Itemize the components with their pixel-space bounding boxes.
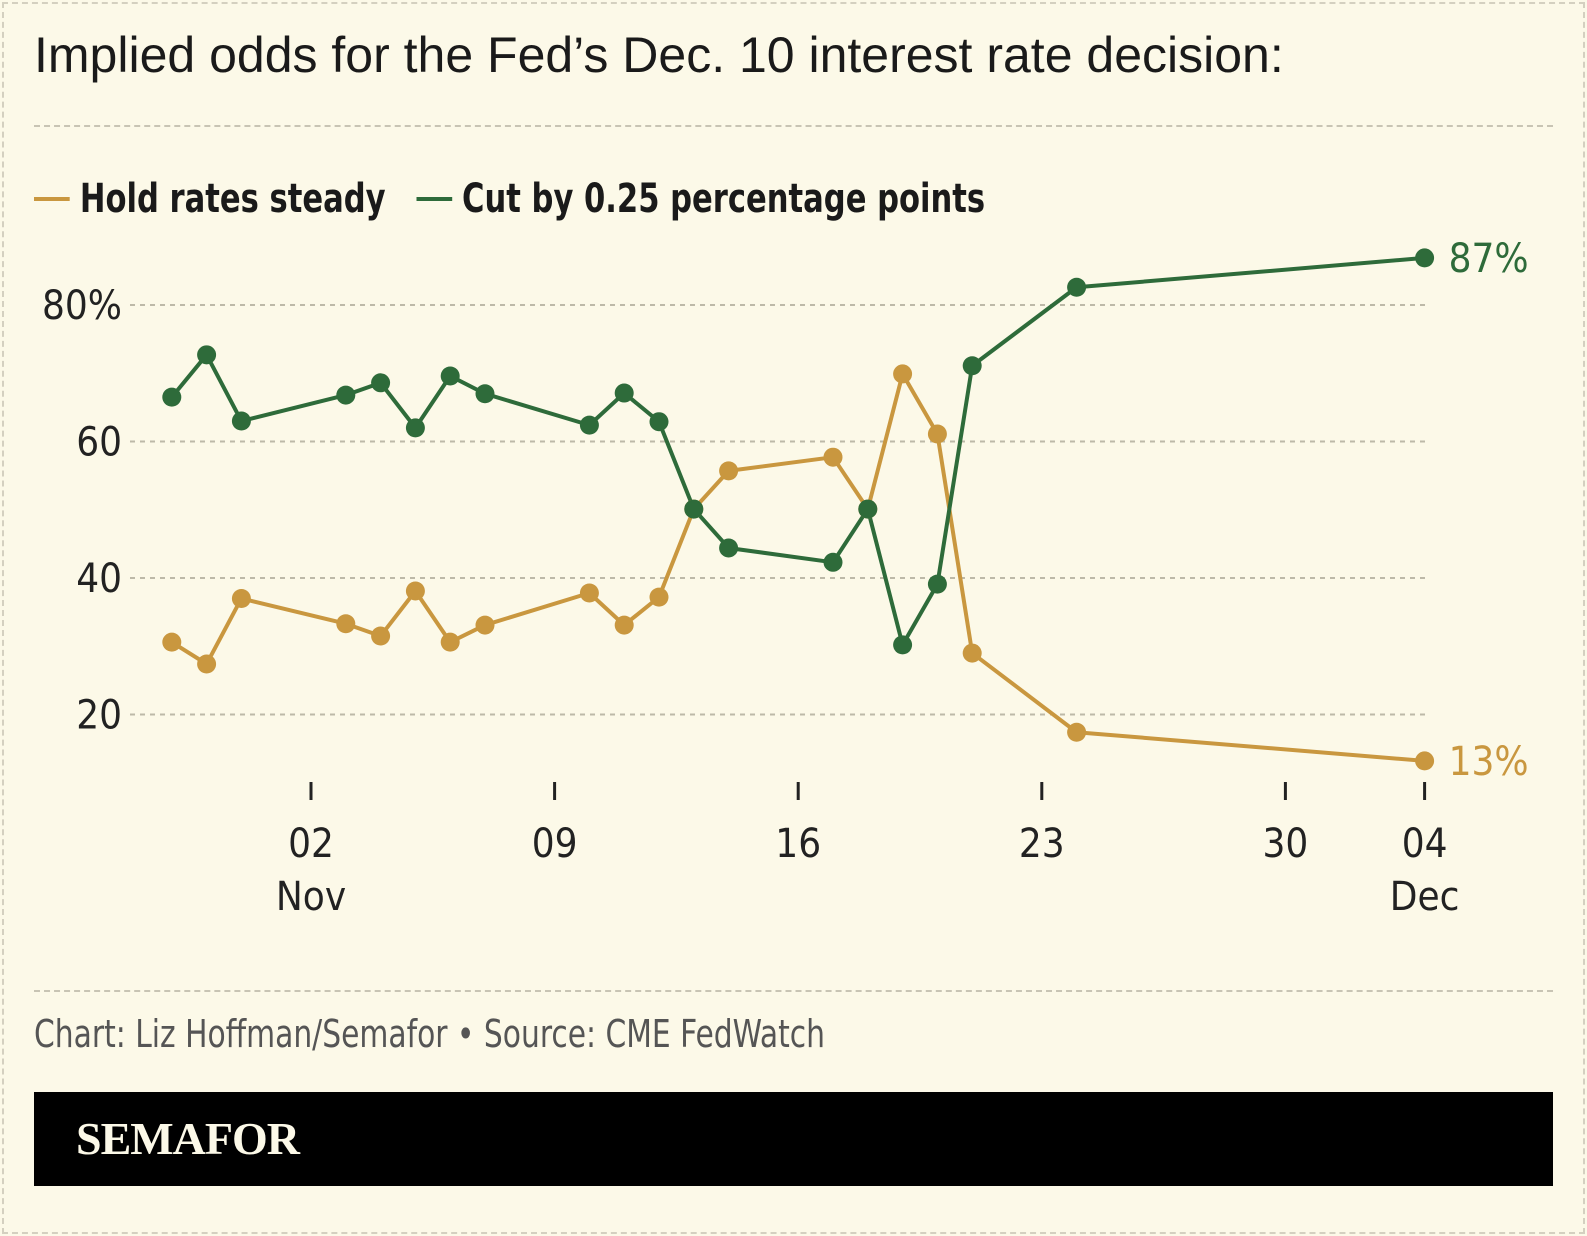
y-tick-label: 40 (76, 556, 122, 602)
data-point (197, 345, 217, 365)
data-point (579, 415, 599, 435)
divider (34, 125, 1553, 127)
data-point (719, 538, 739, 558)
data-point (371, 373, 391, 393)
data-point (579, 583, 599, 603)
data-point (614, 615, 634, 635)
data-point (197, 654, 217, 674)
series-line-0 (170, 371, 1425, 763)
legend-item-hold: Hold rates steady (34, 176, 386, 222)
x-tick-label: 30 (1263, 821, 1309, 867)
data-point (1067, 722, 1087, 742)
data-point (962, 643, 982, 663)
legend: Hold rates steady Cut by 0.25 percentage… (34, 176, 1016, 222)
legend-label-hold: Hold rates steady (79, 176, 386, 222)
data-point (1415, 751, 1435, 771)
legend-swatch-cut (416, 197, 452, 201)
data-point (719, 461, 739, 481)
data-point (162, 632, 182, 652)
data-point (962, 356, 982, 376)
divider (34, 990, 1553, 992)
data-point (371, 626, 391, 646)
data-point (405, 418, 425, 438)
data-point (231, 411, 251, 431)
data-point (649, 412, 669, 432)
data-point (336, 385, 356, 405)
x-tick-label: 23 (1019, 821, 1065, 867)
legend-label-cut: Cut by 0.25 percentage points (462, 176, 986, 222)
y-tick-label: 60 (76, 420, 122, 466)
data-point (162, 387, 182, 407)
data-point (440, 632, 460, 652)
line-chart: 20 40 60 80% 02 Nov 09 16 23 30 04 Dec 13% 87% (42, 236, 1529, 920)
x-tick-label: 04 (1402, 821, 1448, 867)
data-point (927, 574, 947, 594)
data-point (927, 424, 947, 444)
data-point (649, 587, 669, 607)
data-point (823, 447, 843, 467)
footer-bar: SEMAFOR (34, 1092, 1553, 1186)
data-point (336, 614, 356, 634)
credit-line: Chart: Liz Hoffman/Semafor • Source: CME… (34, 1012, 826, 1056)
x-tick-sublabel: Nov (276, 874, 346, 920)
data-point (614, 383, 634, 403)
data-point (475, 384, 495, 404)
data-point (893, 635, 913, 655)
data-point (858, 499, 878, 519)
data-point (440, 366, 460, 386)
x-tick-label: 09 (532, 821, 578, 867)
data-point (1067, 277, 1087, 297)
data-point (475, 615, 495, 635)
x-tick-label: 16 (775, 821, 821, 867)
series-line-1 (170, 255, 1425, 647)
y-tick-label: 20 (76, 693, 122, 739)
data-point (893, 364, 913, 384)
end-label: 87% (1449, 236, 1529, 282)
data-point (1415, 248, 1435, 268)
x-tick-sublabel: Dec (1390, 874, 1460, 920)
legend-item-cut: Cut by 0.25 percentage points (416, 176, 985, 222)
data-point (823, 552, 843, 572)
legend-swatch-hold (34, 197, 70, 201)
x-tick-label: 02 (288, 821, 334, 867)
semafor-logo: SEMAFOR (76, 1113, 300, 1164)
y-tick-label: 80% (42, 283, 122, 329)
data-point (684, 499, 704, 519)
chart-title: Implied odds for the Fed’s Dec. 10 inter… (34, 27, 1284, 83)
end-label: 13% (1449, 739, 1529, 785)
data-point (231, 588, 251, 608)
data-point (405, 581, 425, 601)
